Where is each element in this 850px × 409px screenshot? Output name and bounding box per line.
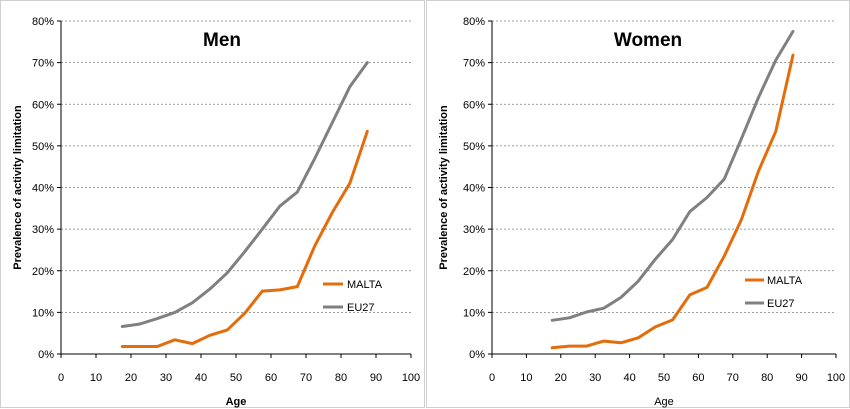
x-tick-label: 10 <box>90 372 102 384</box>
x-tick-label: 90 <box>795 372 807 384</box>
x-tick-label: 20 <box>125 372 137 384</box>
women-chart-panel: 0% 10% 20% 30% 40% 50% 60% 70% 80% 0 10 20 30 40 50 60 7… <box>426 0 850 408</box>
y-tick-label: 0% <box>469 349 485 361</box>
series-line-malta <box>550 53 795 350</box>
y-tick-label: 30% <box>463 224 485 236</box>
y-tick-label: 60% <box>463 99 485 111</box>
y-tick-label: 80% <box>463 16 485 28</box>
y-tick-label: 20% <box>32 266 54 278</box>
series-line-eu27 <box>550 29 795 322</box>
y-tick-label: 20% <box>463 266 485 278</box>
x-tick-label: 100 <box>827 372 845 384</box>
men-chart: 0% 10% 20% 30% 40% 50% 60% 70% 80% 0 10 20 30 40 50 60 7… <box>12 16 420 408</box>
x-tick-label: 10 <box>520 372 532 384</box>
y-tick-label: 40% <box>463 183 485 195</box>
x-axis-label: Age <box>654 396 674 408</box>
x-tick-label: 60 <box>692 372 704 384</box>
y-axis-label: Prevalence of activity limitation <box>438 105 450 270</box>
x-tick-label: 40 <box>195 372 207 384</box>
legend-label: EU27 <box>767 298 795 310</box>
y-tick-label: 60% <box>32 99 54 111</box>
series-line-eu27 <box>120 61 369 328</box>
legend-label: EU27 <box>347 302 375 314</box>
series-line-malta <box>120 129 369 348</box>
women-chart: 0% 10% 20% 30% 40% 50% 60% 70% 80% 0 10 20 30 40 50 60 7… <box>438 16 845 408</box>
x-tick-label: 70 <box>727 372 739 384</box>
y-tick-label: 80% <box>32 16 54 28</box>
x-tick-label: 90 <box>370 372 382 384</box>
x-tick-label: 50 <box>658 372 670 384</box>
y-tick-label: 30% <box>32 224 54 236</box>
chart-title: Women <box>614 30 682 51</box>
legend-label: MALTA <box>767 275 803 287</box>
y-tick-label: 70% <box>32 58 54 70</box>
x-tick-label: 0 <box>58 372 64 384</box>
y-tick-label: 10% <box>463 307 485 319</box>
x-tick-label: 40 <box>623 372 635 384</box>
x-tick-label: 70 <box>300 372 312 384</box>
chart-title: Men <box>203 30 241 51</box>
y-tick-label: 50% <box>32 141 54 153</box>
y-tick-label: 10% <box>32 307 54 319</box>
x-tick-label: 20 <box>555 372 567 384</box>
x-tick-label: 30 <box>589 372 601 384</box>
x-tick-label: 50 <box>230 372 242 384</box>
y-tick-label: 50% <box>463 141 485 153</box>
x-tick-label: 60 <box>265 372 277 384</box>
x-axis-label: Age <box>226 396 247 408</box>
y-tick-label: 0% <box>38 349 54 361</box>
x-tick-label: 0 <box>489 372 495 384</box>
x-tick-label: 80 <box>335 372 347 384</box>
y-tick-label: 40% <box>32 183 54 195</box>
x-tick-label: 80 <box>761 372 773 384</box>
x-tick-label: 100 <box>402 372 420 384</box>
men-chart-panel: 0% 10% 20% 30% 40% 50% 60% 70% 80% 0 10 20 30 40 50 60 7… <box>0 0 425 408</box>
y-axis-label: Prevalence of activity limitation <box>12 105 24 270</box>
y-tick-label: 70% <box>463 58 485 70</box>
x-tick-label: 30 <box>160 372 172 384</box>
legend-label: MALTA <box>347 279 383 291</box>
